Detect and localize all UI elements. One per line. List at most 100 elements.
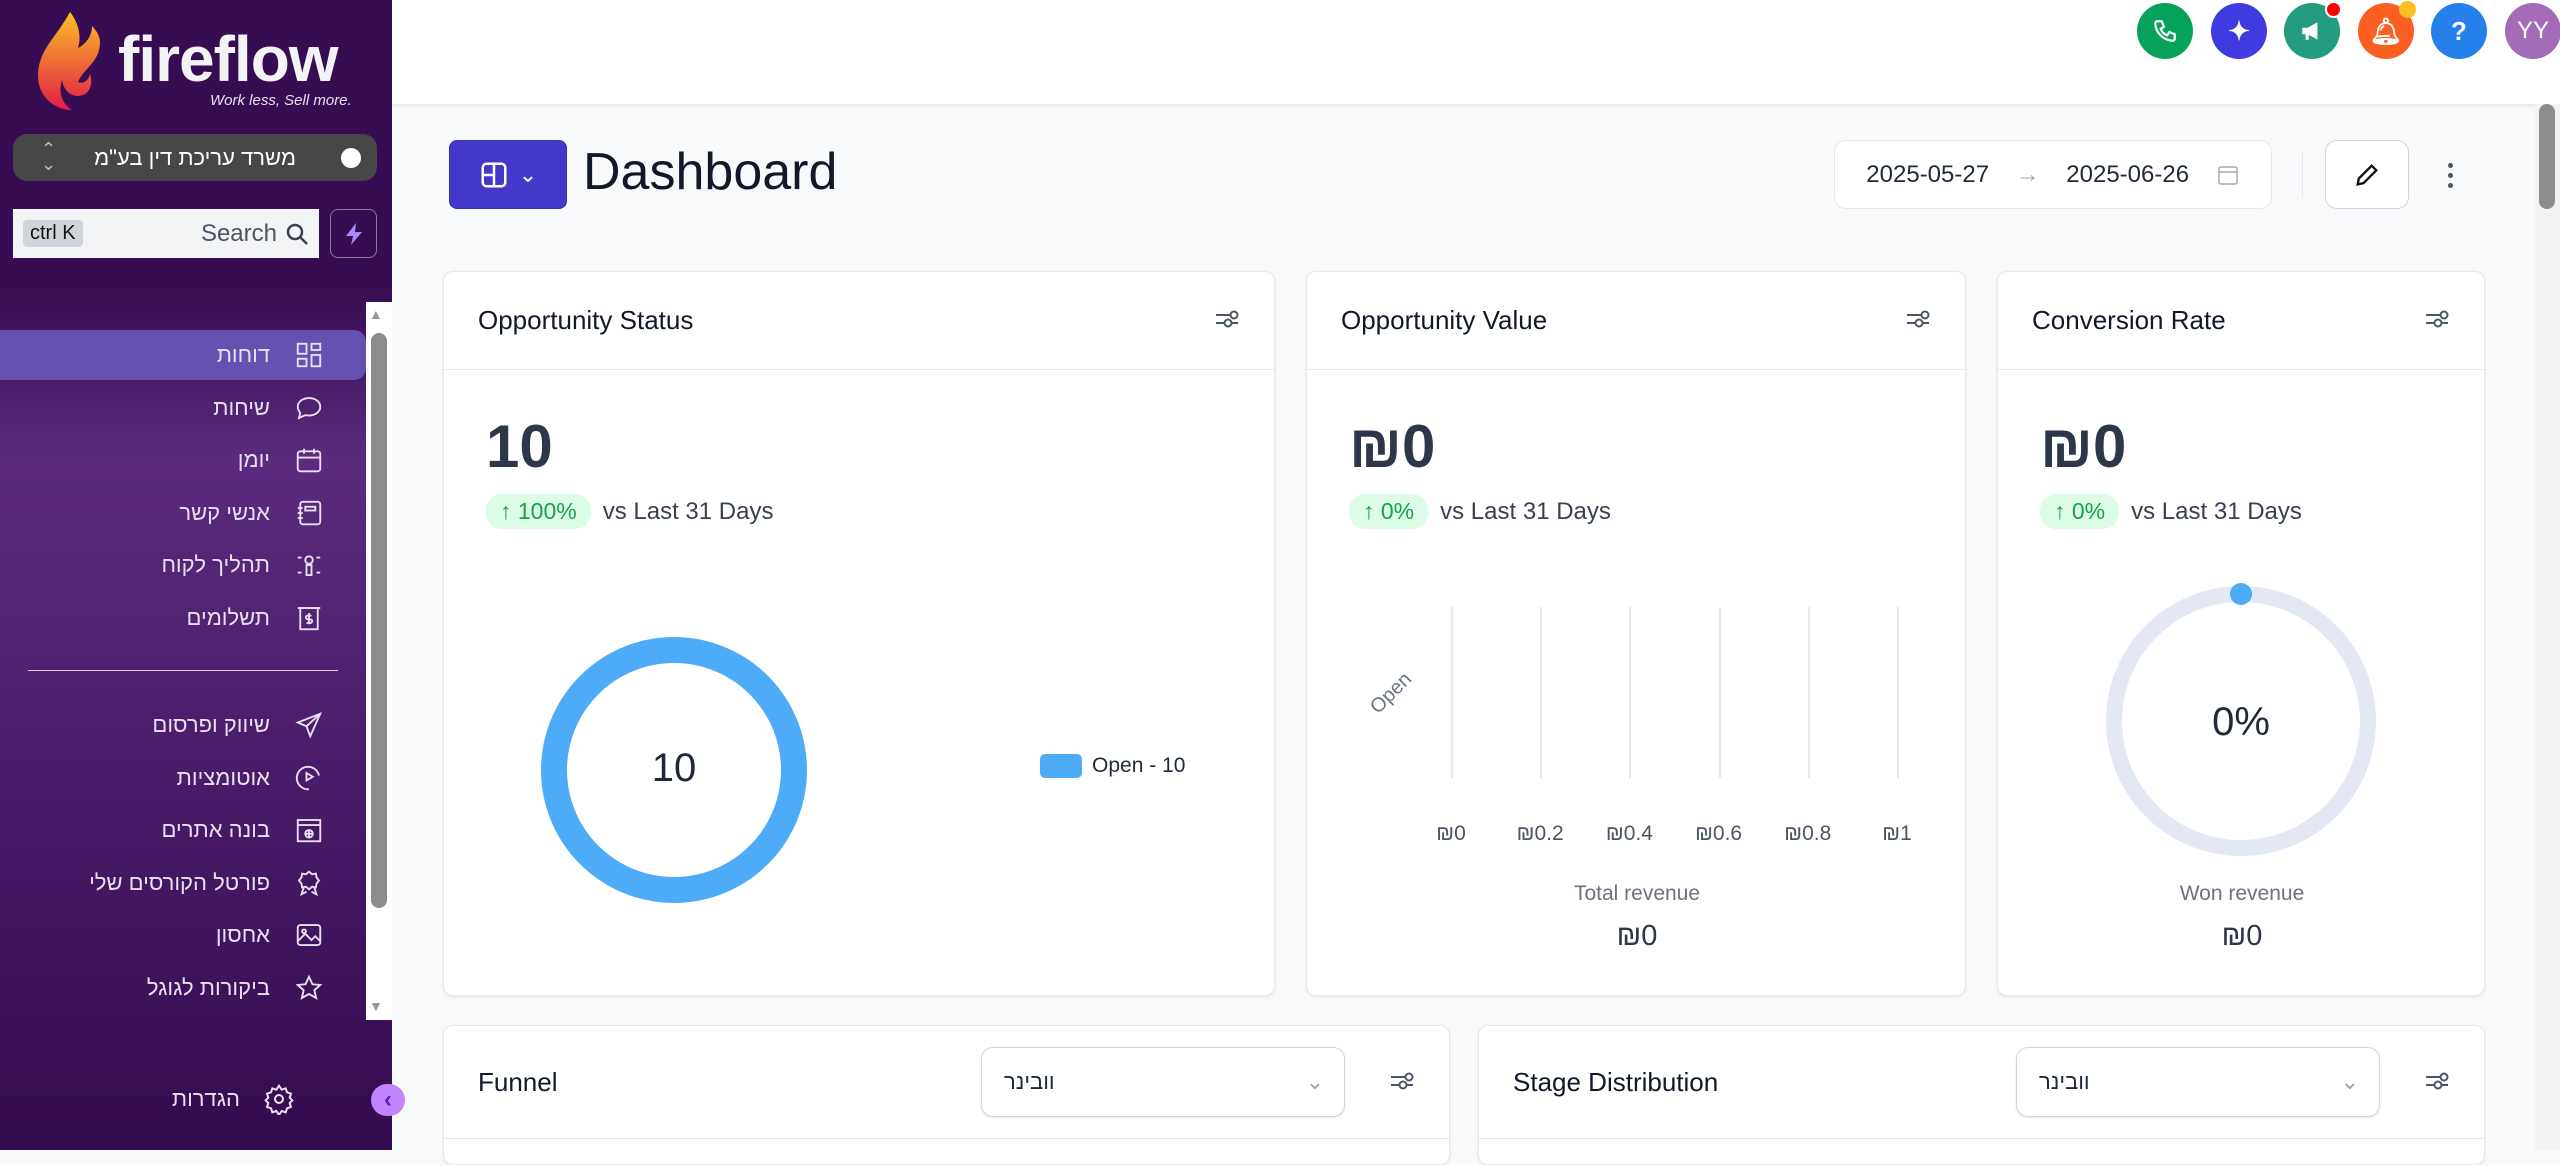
compare-label: vs Last 31 Days	[602, 497, 774, 525]
filter-settings-icon[interactable]	[2424, 1067, 2450, 1098]
scroll-up-arrow-icon[interactable]: ▲	[369, 306, 383, 322]
grid-icon	[292, 338, 326, 372]
scroll-down-arrow-icon[interactable]: ▼	[369, 998, 383, 1014]
select-value: וובינר	[1004, 1069, 1055, 1094]
automation-icon	[292, 761, 326, 795]
gridline	[1540, 607, 1543, 778]
main-scroll-thumb[interactable]	[2539, 104, 2555, 209]
star-icon	[292, 971, 326, 1005]
date-range-picker[interactable]: 2025-05-27 → 2025-06-26	[1834, 140, 2272, 209]
gridline	[1629, 607, 1632, 778]
sidebar-item[interactable]: פורטל הקורסים שלי	[0, 858, 366, 908]
y-category-label: Open	[1366, 668, 1417, 719]
change-badge: 0%	[2071, 498, 2106, 524]
sidebar-item-label: יומן	[237, 447, 270, 472]
select-value: וובינר	[2039, 1069, 2090, 1094]
user-avatar[interactable]: YY	[2505, 3, 2560, 59]
sidebar-item[interactable]: אנשי קשר	[0, 488, 366, 538]
payments-icon	[292, 601, 326, 635]
announcements-button[interactable]	[2284, 1, 2342, 59]
help-button[interactable]: ?	[2431, 3, 2487, 59]
divider	[2302, 152, 2303, 198]
opportunity-value-card: Opportunity Value ₪0 ↑ 0% vs Last 31 Days…	[1306, 271, 1966, 996]
conversion-rate-card: Conversion Rate ₪0 ↑ 0% vs Last 31 Days 0…	[1997, 271, 2485, 996]
calendar-icon	[2217, 165, 2238, 185]
sidebar-divider	[28, 670, 338, 671]
opportunity-status-card: Opportunity Status 10 ↑ 100% vs Last 31 D…	[443, 271, 1275, 996]
radial-progress-chart	[2106, 583, 2376, 856]
metric-value: ₪0	[2040, 413, 2127, 480]
page-title: Dashboard	[583, 143, 838, 201]
compare-label: vs Last 31 Days	[2131, 497, 2302, 525]
date-start[interactable]: 2025-05-27	[1866, 160, 1990, 188]
phone-button[interactable]	[2137, 3, 2193, 59]
sidebar-item-label: אוטומציות	[176, 764, 270, 790]
sidebar: fireflow Work less, Sell more. משרד עריכ…	[0, 0, 405, 1150]
calendar-icon	[292, 443, 326, 477]
sidebar-item[interactable]: ביקורות לגוגל	[0, 963, 366, 1013]
filter-settings-icon[interactable]	[1905, 305, 1931, 336]
filter-settings-icon[interactable]	[1214, 305, 1240, 336]
notification-dot	[2399, 1, 2416, 18]
sidebar-item[interactable]: תהליך לקוח	[0, 540, 366, 590]
footer-value: ₪0	[1616, 920, 1658, 952]
bar-chart: ₪0 ₪0.2 ₪0.4 ₪0.6 ₪0.8 ₪1 Open	[1307, 272, 1967, 997]
sidebar-item-label: שיווק ופרסום	[152, 712, 270, 737]
image-icon	[292, 918, 326, 952]
ring-center-value: 0%	[2212, 700, 2270, 744]
sidebar-item[interactable]: דוחות	[0, 330, 366, 380]
brand-tagline: Work less, Sell more.	[210, 92, 352, 109]
edit-dashboard-button[interactable]	[2325, 140, 2409, 209]
sidebar-item[interactable]: אחסון	[0, 910, 366, 960]
main-scrollbar[interactable]	[2535, 104, 2560, 1150]
search-icon	[286, 223, 308, 245]
dashboard-switcher-button[interactable]: ⌄	[449, 140, 567, 209]
sidebar-item[interactable]: בונה אתרים	[0, 805, 366, 855]
sidebar-item-label: אנשי קשר	[179, 499, 270, 525]
org-switcher[interactable]: משרד עריכת דין בע"מ ⌃ ⌄	[13, 134, 377, 181]
quick-actions-button[interactable]	[330, 209, 377, 258]
footer-label: Won revenue	[2179, 882, 2305, 905]
chat-icon	[292, 391, 326, 425]
help-icon: ?	[2451, 15, 2467, 46]
notifications-button[interactable]: 🔔︎	[2358, 1, 2416, 59]
sidebar-item[interactable]: אוטומציות	[0, 753, 366, 803]
sidebar-item-label: תהליך לקוח	[161, 552, 270, 577]
change-badge: 100%	[517, 498, 577, 524]
sidebar-item[interactable]: תשלומים	[0, 593, 366, 643]
pipeline-select[interactable]: וובינר ⌄	[2016, 1047, 2380, 1117]
sidebar-item-label: דוחות	[216, 342, 270, 367]
sidebar-item[interactable]: שיחות	[0, 383, 366, 433]
sidebar-item[interactable]: שיווק ופרסום	[0, 700, 366, 750]
legend-item-open[interactable]: Open - 10	[1040, 754, 1185, 778]
megaphone-icon	[2302, 22, 2318, 40]
filter-settings-icon[interactable]	[1389, 1067, 1415, 1098]
sidebar-item-settings[interactable]: הגדרות	[0, 1074, 366, 1124]
sidebar-item[interactable]: יומן	[0, 435, 366, 485]
donut-chart	[541, 637, 807, 903]
x-tick-label: ₪0	[1436, 822, 1466, 845]
footer-value: ₪0	[2221, 920, 2263, 952]
date-end[interactable]: 2025-06-26	[2066, 160, 2190, 188]
card-title: Conversion Rate	[2032, 305, 2226, 335]
gridline	[1897, 607, 1899, 778]
more-options-button[interactable]	[2440, 155, 2460, 195]
filter-settings-icon[interactable]	[2424, 305, 2450, 336]
gear-icon	[262, 1082, 296, 1116]
send-icon	[292, 708, 326, 742]
card-title: Stage Distribution	[1513, 1066, 1719, 1097]
search-input[interactable]: ctrl K Search	[13, 209, 319, 258]
collapse-sidebar-button[interactable]: ‹	[371, 1084, 405, 1116]
bell-icon: 🔔︎	[2369, 15, 2403, 46]
search-shortcut: ctrl K	[23, 220, 83, 247]
org-status-dot	[341, 148, 361, 168]
x-tick-label: ₪0.8	[1784, 822, 1832, 845]
legend-label: Open - 10	[1092, 754, 1186, 777]
pipeline-select[interactable]: וובינר ⌄	[981, 1047, 1345, 1117]
ai-button[interactable]: ✦	[2211, 3, 2267, 59]
sidebar-scroll-thumb[interactable]	[371, 333, 387, 908]
metric-value: 10	[486, 413, 553, 480]
x-tick-label: ₪0.2	[1516, 822, 1564, 845]
compare-label: vs Last 31 Days	[1440, 497, 1611, 525]
award-icon	[292, 866, 326, 900]
